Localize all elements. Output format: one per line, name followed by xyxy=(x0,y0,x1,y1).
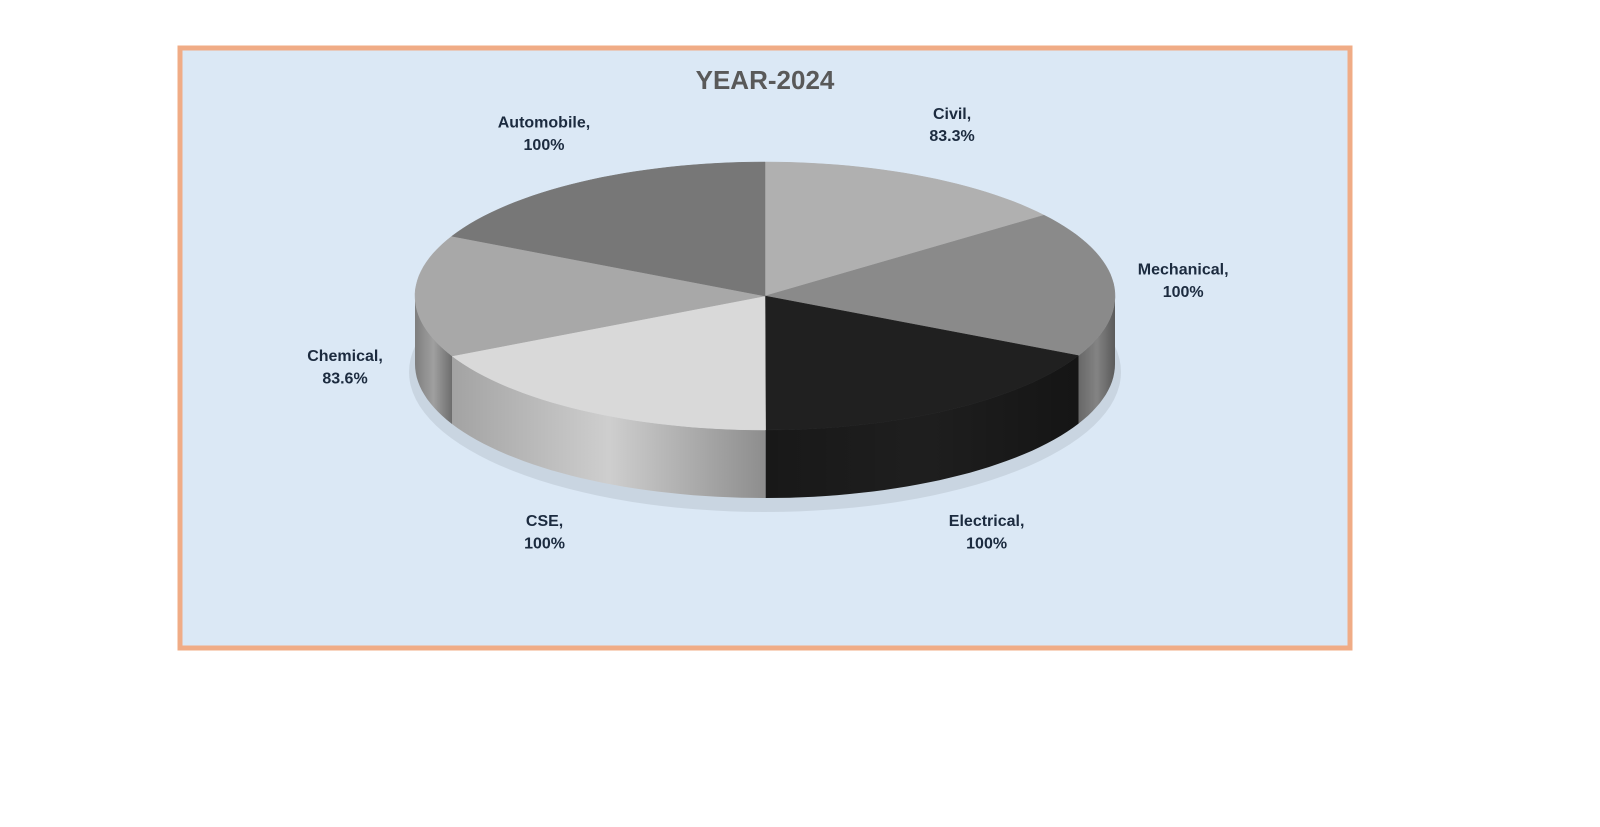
pie xyxy=(409,161,1121,512)
chart-title: YEAR-2024 xyxy=(696,65,835,95)
value-label: 100% xyxy=(1163,284,1204,301)
label-separator: , xyxy=(967,106,971,123)
value-label: 100% xyxy=(524,137,565,154)
label-separator: , xyxy=(586,115,590,132)
data-label: Automobile, 100% xyxy=(498,115,590,154)
value-label: 83.6% xyxy=(322,370,367,387)
category-label: Mechanical xyxy=(1138,262,1224,279)
category-label: Automobile xyxy=(498,115,586,132)
slice-side-shade xyxy=(1078,296,1115,424)
slice xyxy=(451,295,766,431)
slice xyxy=(764,295,1080,431)
data-label: Chemical, 83.6% xyxy=(307,348,383,387)
label-separator: , xyxy=(1020,513,1024,530)
data-label: Civil, 83.3% xyxy=(929,106,974,145)
slice xyxy=(764,214,1116,356)
slice xyxy=(451,161,766,297)
category-label: Civil xyxy=(933,106,967,123)
value-label: 83.3% xyxy=(929,128,974,145)
category-label: CSE xyxy=(526,513,559,530)
labels: Civil, 83.3% Mechanical, 100% Electrical, 100… xyxy=(307,106,1228,553)
category-label: Electrical xyxy=(949,513,1020,530)
label-separator: , xyxy=(1224,262,1228,279)
label-separator: , xyxy=(559,513,563,530)
category-label: Chemical xyxy=(307,348,378,365)
value-label: 100% xyxy=(524,536,565,553)
label-separator: , xyxy=(378,348,382,365)
slice xyxy=(764,161,1045,297)
slice xyxy=(414,235,766,357)
data-label: CSE, 100% xyxy=(524,513,565,552)
data-label: Mechanical, 100% xyxy=(1138,262,1229,301)
slice-side-shade xyxy=(765,355,1079,498)
slice-side-shade xyxy=(452,356,766,498)
slice-side-shade xyxy=(415,296,452,424)
value-label: 100% xyxy=(966,535,1007,552)
data-label: Electrical, 100% xyxy=(949,513,1025,552)
